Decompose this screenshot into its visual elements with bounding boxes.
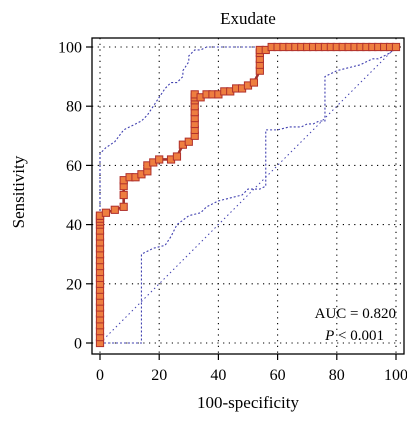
- y-tick-label: 80: [66, 99, 82, 116]
- x-tick-label: 0: [96, 367, 104, 384]
- x-tick-label: 20: [151, 367, 167, 384]
- p-value-annotation: P < 0.001: [324, 328, 384, 344]
- roc-markers: [95, 42, 401, 348]
- roc-point: [155, 155, 164, 164]
- plot-frame: [91, 37, 405, 355]
- roc-point: [110, 205, 119, 214]
- auc-annotation: AUC = 0.820: [315, 306, 396, 322]
- roc-point: [119, 202, 128, 211]
- x-tick-label: 60: [270, 367, 286, 384]
- roc-point: [101, 208, 111, 217]
- roc-point: [184, 137, 193, 146]
- y-axis-ticks: 0 20 40 60 80 100: [58, 40, 92, 353]
- roc-point: [172, 152, 182, 161]
- y-axis-label: Sensitivity: [9, 155, 28, 228]
- confidence-bands: [99, 46, 397, 344]
- x-tick-label: 80: [329, 367, 345, 384]
- y-tick-label: 100: [58, 40, 82, 57]
- roc-point: [391, 42, 401, 52]
- roc-point: [249, 78, 259, 87]
- x-tick-label: 100: [384, 367, 407, 384]
- reference-diagonal: [99, 46, 397, 344]
- p-value-text: < 0.001: [334, 328, 384, 344]
- y-tick-label: 60: [66, 158, 82, 175]
- y-tick-label: 0: [74, 336, 82, 353]
- y-tick-label: 20: [66, 276, 82, 293]
- x-axis-label: 100-specificity: [197, 393, 299, 412]
- chart-title: Exudate: [220, 9, 276, 28]
- diagonal-line: [99, 46, 397, 344]
- x-axis-ticks: 0 20 40 60 80 100: [96, 354, 407, 384]
- x-tick-label: 40: [210, 367, 226, 384]
- ci-lower-line: [100, 46, 397, 344]
- ci-upper-line: [99, 46, 396, 343]
- y-tick-label: 40: [66, 217, 82, 234]
- roc-point: [119, 190, 128, 200]
- p-symbol: P: [324, 328, 334, 344]
